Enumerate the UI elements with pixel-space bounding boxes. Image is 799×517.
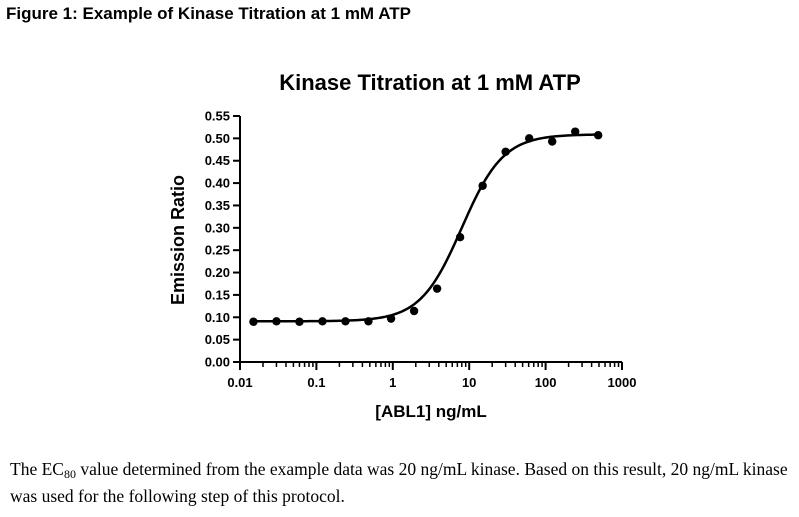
data-point [409, 306, 419, 316]
data-point [547, 137, 557, 146]
x-axis-label: [ABL1] ng/mL [375, 402, 486, 421]
x-tick-label: 1 [389, 375, 396, 390]
y-tick-label: 0.50 [205, 131, 230, 146]
data-point [570, 127, 580, 136]
data-point [455, 233, 465, 242]
ec-subscript: 80 [63, 467, 76, 481]
y-tick-label: 0.55 [205, 109, 230, 124]
y-tick-label: 0.35 [205, 198, 230, 213]
data-point [318, 317, 327, 326]
y-tick-label: 0.00 [205, 355, 230, 370]
data-point [386, 314, 396, 323]
body-paragraph: The EC80 value determined from the examp… [10, 458, 795, 507]
y-tick-label: 0.25 [205, 243, 230, 258]
kinase-titration-chart: Kinase Titration at 1 mM ATP0.000.050.10… [168, 70, 637, 421]
data-point [593, 131, 603, 140]
data-point [364, 317, 373, 326]
y-tick-label: 0.05 [205, 332, 230, 347]
data-point [341, 317, 350, 326]
data-point [432, 284, 442, 293]
y-tick-label: 0.15 [205, 287, 230, 302]
x-tick-label: 1000 [608, 375, 637, 390]
body-text-part1: The EC [10, 459, 64, 479]
chart-title: Kinase Titration at 1 mM ATP [279, 70, 581, 95]
y-tick-label: 0.20 [205, 265, 230, 280]
data-point [524, 134, 534, 143]
x-tick-label: 10 [462, 375, 476, 390]
y-tick-label: 0.40 [205, 176, 230, 191]
y-tick-label: 0.10 [205, 310, 230, 325]
y-axis-label: Emission Ratio [168, 175, 188, 305]
figure-caption: Figure 1: Example of Kinase Titration at… [6, 4, 411, 23]
data-point [249, 317, 258, 326]
body-text-part2: value determined from the example data w… [10, 459, 788, 506]
x-tick-label: 100 [535, 375, 557, 390]
y-tick-label: 0.30 [205, 220, 230, 235]
x-tick-label: 0.1 [307, 375, 325, 390]
data-point [272, 317, 281, 326]
fit-curve [253, 133, 600, 323]
data-point [295, 317, 304, 326]
y-tick-label: 0.45 [205, 153, 230, 168]
x-tick-label: 0.01 [227, 375, 252, 390]
data-point [501, 147, 510, 156]
data-point [478, 181, 487, 190]
